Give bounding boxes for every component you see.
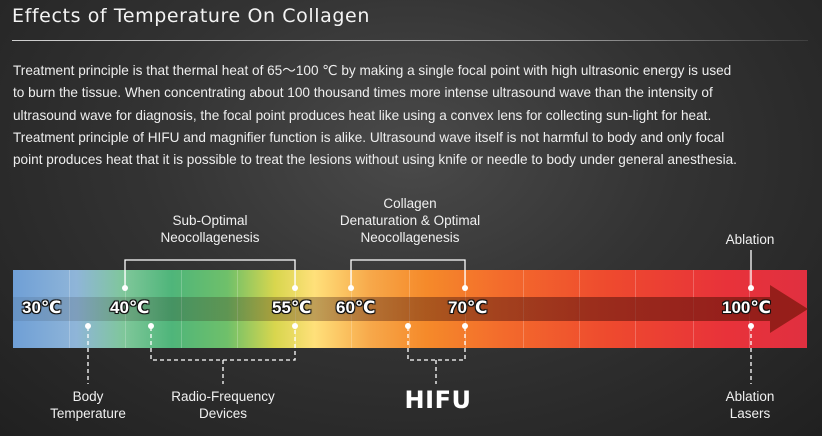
description-paragraph: Treatment principle is that thermal heat… — [13, 60, 813, 171]
description-line: ultrasound wave for diagnosis, the focal… — [13, 107, 712, 123]
hifu-label: HIFU — [404, 386, 472, 414]
ablation-label: Ablation — [725, 232, 775, 247]
description-line: Treatment principle of HIFU and magnifie… — [13, 129, 725, 145]
marker-dots — [85, 285, 754, 329]
radio-frequency-label: Radio-Frequency Devices — [171, 389, 275, 421]
temp-40: 40℃ — [110, 298, 150, 317]
temp-60: 60℃ — [336, 298, 376, 317]
description-line: to burn the tissue. When concentrating a… — [13, 85, 713, 101]
temperature-arrow — [13, 285, 808, 333]
body-temperature-label: Body Temperature — [50, 389, 126, 421]
description-line: point produces heat that it is possible … — [13, 152, 737, 168]
temp-30: 30℃ — [22, 298, 62, 317]
bottom-brackets — [87, 327, 752, 384]
top-brackets — [124, 250, 752, 287]
ablation-lasers-label: Ablation Lasers — [725, 389, 775, 421]
temp-70: 70℃ — [448, 298, 488, 317]
temp-100: 100℃ — [722, 298, 771, 317]
collagen-denaturation-label: Collagen Denaturation & Optimal Neocolla… — [339, 196, 481, 245]
sub-optimal-label: Sub-Optimal Neocollagenesis — [160, 213, 260, 245]
title-divider — [12, 40, 808, 41]
description-line: Treatment principle is that thermal heat… — [13, 63, 732, 78]
page-title: Effects of Temperature On Collagen — [12, 5, 370, 27]
temp-55: 55℃ — [272, 298, 312, 317]
